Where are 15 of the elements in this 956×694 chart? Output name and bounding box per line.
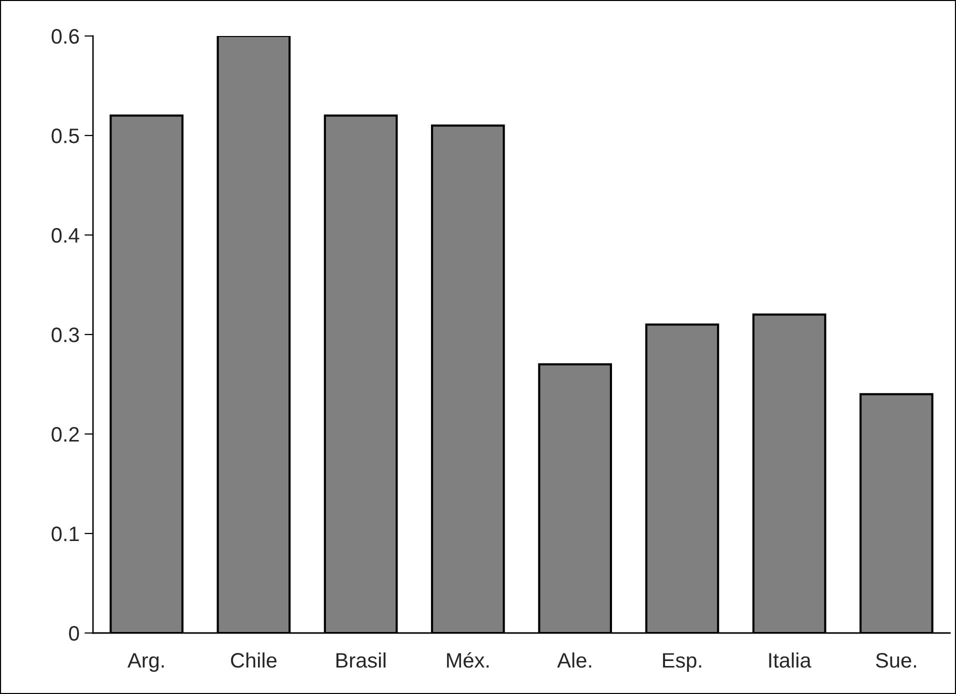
y-tick-label: 0.4 (52, 228, 80, 243)
x-tick-label: Sue. (876, 652, 916, 668)
y-tick-label: 0.3 (52, 328, 79, 342)
y-tick-label: 0.2 (52, 427, 79, 442)
y-tick-label: 0.5 (52, 128, 79, 144)
x-tick-label: Arg. (128, 653, 164, 672)
x-tick-label: Esp. (663, 653, 702, 672)
x-tick-label: Méx. (447, 652, 489, 668)
x-tick-label: Chile (231, 652, 276, 668)
x-tick-label: Ale. (557, 652, 592, 668)
y-tick-label: 0.1 (52, 526, 79, 542)
y-tick-label: 0.6 (52, 29, 79, 44)
x-tick-label: Brasil (336, 652, 386, 668)
x-tick-label: Italia (769, 652, 812, 668)
y-tick-label: 0 (69, 626, 79, 641)
